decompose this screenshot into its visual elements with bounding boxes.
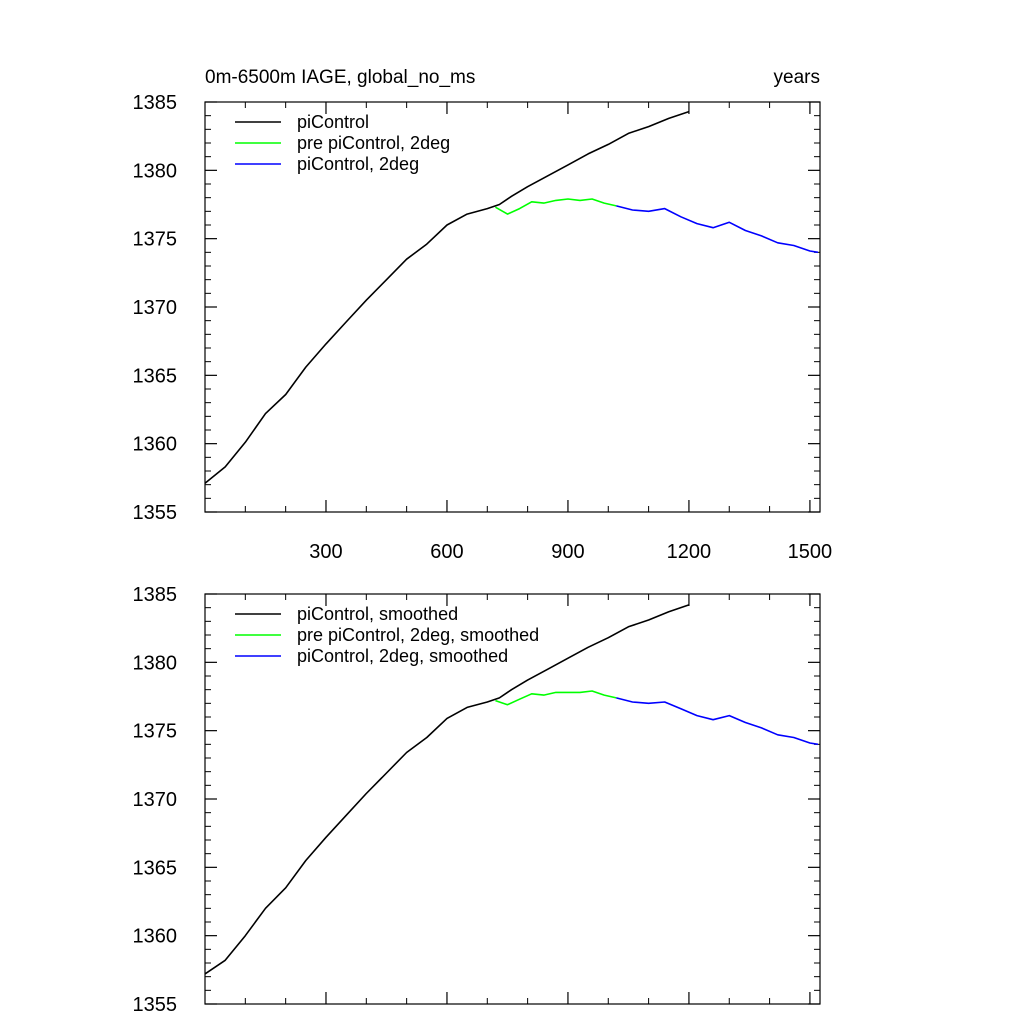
- y-tick-label: 1385: [133, 92, 178, 114]
- series-line-1: [495, 198, 617, 215]
- y-tick-label: 1370: [133, 297, 178, 319]
- x-tick-label: 900: [551, 541, 584, 563]
- legend-label-2: piControl, 2deg: [297, 154, 419, 174]
- y-tick-label: 1365: [133, 857, 178, 879]
- y-tick-label: 1360: [133, 926, 178, 948]
- y-tick-label: 1365: [133, 365, 178, 387]
- y-tick-label: 1375: [133, 721, 178, 743]
- x-tick-label: 1200: [667, 541, 712, 563]
- bottom-panel: 1355 1360 1365 1370 1375 1380 1385 piControl, s…: [133, 584, 821, 1016]
- top-panel: 1355 1360 1365 1370 1375 1380 1385 300 600 900 120…: [133, 67, 833, 563]
- series-line-2: [616, 697, 819, 746]
- chart-units: years: [774, 67, 820, 88]
- legend-label-0: piControl, smoothed: [297, 604, 458, 624]
- y-tick-label: 1370: [133, 789, 178, 811]
- y-tick-label: 1380: [133, 652, 178, 674]
- y-tick-label: 1385: [133, 584, 178, 606]
- series-line-1: [495, 690, 617, 706]
- chart-title: 0m-6500m IAGE, global_no_ms: [205, 67, 475, 88]
- x-tick-label: 300: [309, 541, 342, 563]
- series-line-2: [616, 205, 819, 254]
- series-line-0: [204, 604, 690, 975]
- legend-label-1: pre piControl, 2deg: [297, 133, 450, 153]
- legend-label-1: pre piControl, 2deg, smoothed: [297, 625, 539, 645]
- y-tick-label: 1360: [133, 434, 178, 456]
- y-tick-label: 1380: [133, 160, 178, 182]
- y-tick-label: 1355: [133, 994, 178, 1016]
- series-line-0: [204, 110, 690, 484]
- y-tick-label: 1355: [133, 502, 178, 524]
- y-tick-label: 1375: [133, 229, 178, 251]
- legend-label-0: piControl: [297, 112, 369, 132]
- x-tick-label: 1500: [788, 541, 833, 563]
- x-tick-label: 600: [430, 541, 463, 563]
- legend-label-2: piControl, 2deg, smoothed: [297, 646, 508, 666]
